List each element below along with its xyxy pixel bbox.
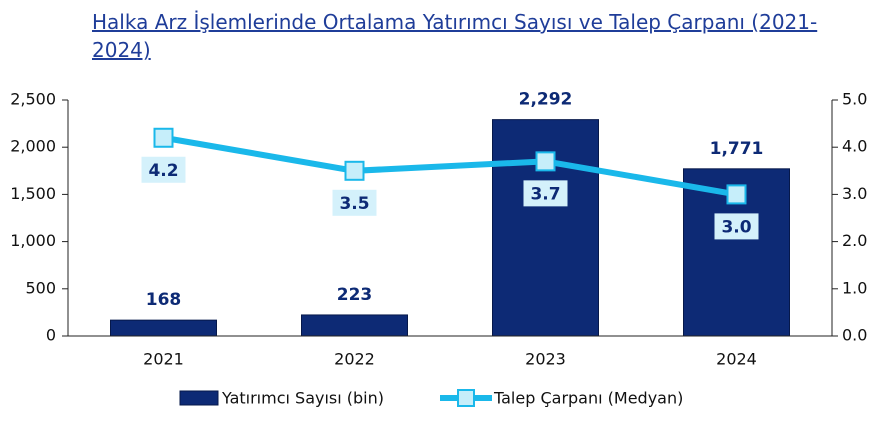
line — [162, 134, 738, 198]
y-tick-label: 0 — [46, 326, 56, 345]
bar-value-label: 2,292 — [519, 90, 573, 110]
value-label-box — [332, 189, 377, 216]
line-value-label: 3.5 — [339, 194, 369, 214]
x-tick-label: 2024 — [716, 350, 757, 369]
line-marker — [344, 160, 365, 181]
bar — [110, 319, 217, 337]
line-marker — [535, 151, 556, 172]
y2-tick-label: 1.0 — [842, 278, 867, 297]
line-marker — [726, 184, 747, 205]
value-label-box — [141, 156, 186, 183]
y-tick-label: 1,500 — [10, 184, 56, 203]
y2-tick-label: 2.0 — [842, 231, 867, 250]
legend-label: Talep Çarpanı (Medyan) — [493, 389, 683, 408]
y-tick-label: 2,500 — [10, 90, 56, 109]
bar-value-label: 1,771 — [710, 139, 764, 159]
y2-tick-label: 3.0 — [842, 184, 867, 203]
line-value-label: 4.2 — [148, 161, 178, 181]
x-tick-label: 2022 — [334, 350, 375, 369]
y2-tick-label: 4.0 — [842, 137, 867, 156]
bar-value-label: 168 — [146, 290, 182, 310]
legend-label: Yatırımcı Sayısı (bin) — [221, 389, 384, 408]
line-marker — [153, 127, 174, 148]
y2-tick-label: 5.0 — [842, 90, 867, 109]
y-tick-label: 1,000 — [10, 231, 56, 250]
value-label-box — [523, 180, 568, 207]
value-label-box — [714, 213, 759, 240]
y-tick-label: 500 — [25, 278, 56, 297]
bar — [301, 314, 408, 337]
legend-swatch — [457, 389, 475, 407]
x-tick-label: 2023 — [525, 350, 566, 369]
y2-tick-label: 0.0 — [842, 326, 867, 345]
legend-swatch — [179, 390, 219, 406]
line-value-label: 3.7 — [530, 184, 560, 204]
x-tick-label: 2021 — [143, 350, 184, 369]
bar-value-label: 223 — [337, 285, 373, 305]
chart-title: Halka Arz İşlemlerinde Ortalama Yatırımc… — [92, 10, 818, 62]
line-value-label: 3.0 — [721, 217, 751, 237]
y-tick-label: 2,000 — [10, 137, 56, 156]
